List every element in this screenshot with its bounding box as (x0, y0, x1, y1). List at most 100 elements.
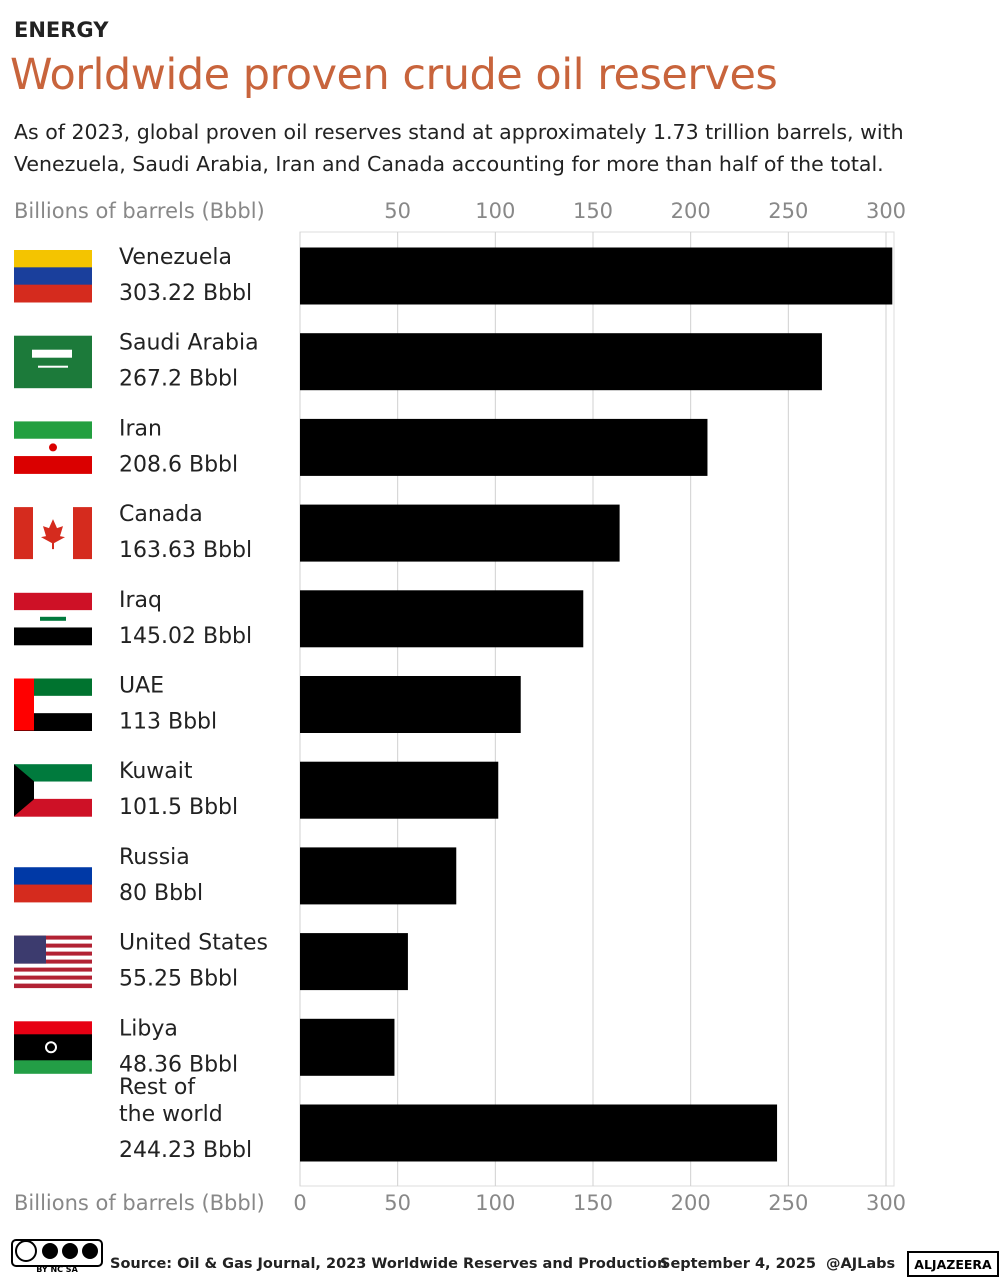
footer: BY NC SA Source: Oil & Gas Journal, 2023… (11, 1239, 999, 1277)
bar (300, 590, 584, 648)
chart-title: Worldwide proven crude oil reserves (10, 50, 778, 100)
bar (300, 1104, 778, 1162)
flag-stripe (14, 335, 92, 389)
flag-stripe (14, 421, 92, 440)
x-axis-label: Billions of barrels (Bbbl) (14, 199, 265, 223)
category-label: Russia (119, 845, 190, 870)
brand: ALJAZEERA (914, 1257, 992, 1272)
flag (14, 935, 92, 989)
x-axis-label: Billions of barrels (Bbbl) (14, 1191, 265, 1215)
date: September 4, 2025 (660, 1256, 816, 1272)
flag (14, 335, 92, 389)
flag (14, 849, 92, 903)
flag-stripe (14, 1034, 92, 1048)
value-label: 208.6 Bbbl (119, 452, 238, 477)
x-tick-label-top: 100 (475, 199, 515, 223)
flag-stripe (14, 975, 92, 981)
flag-stripe (14, 935, 92, 941)
flag-stripe (14, 1060, 92, 1074)
x-tick-label-top: 300 (866, 199, 906, 223)
flag-stripe (14, 943, 92, 949)
flag-stripe (14, 250, 92, 268)
bar (300, 761, 499, 819)
flag-stripe (14, 456, 92, 474)
flag-stripe (14, 764, 92, 783)
value-label: 163.63 Bbbl (119, 538, 252, 563)
bar (300, 933, 408, 991)
x-tick-label: 50 (384, 1191, 411, 1215)
source: Source: Oil & Gas Journal, 2023 Worldwid… (110, 1256, 667, 1272)
value-label: 267.2 Bbbl (119, 367, 238, 392)
cc-icon (82, 1243, 98, 1259)
cc-icon (42, 1243, 58, 1259)
flag-emblem (32, 349, 72, 358)
flag (14, 250, 92, 303)
flag-stripe (14, 939, 92, 945)
flag-stripe (14, 592, 92, 611)
flag (14, 592, 92, 646)
value-label: 55.25 Bbbl (119, 967, 238, 992)
flag-canton (14, 935, 46, 964)
chart: 0 50 100 150 200 250 300 50 100 150 200 250 300 Billi… (14, 199, 906, 1215)
flag-stripe (14, 284, 92, 303)
flag-bar (14, 678, 34, 731)
category-label: Libya (119, 1016, 178, 1041)
flag-emblem (14, 764, 34, 817)
flag-stripe (14, 849, 92, 868)
category-label: Canada (119, 502, 203, 527)
flag-stripe (14, 955, 92, 961)
value-label: 48.36 Bbbl (119, 1052, 238, 1077)
bar (300, 1018, 395, 1076)
flag-stripe (14, 884, 92, 903)
value-label: 244.23 Bbbl (119, 1138, 252, 1163)
value-label: 145.02 Bbbl (119, 624, 252, 649)
flag-bar (73, 507, 92, 560)
x-tick-label: 100 (475, 1191, 515, 1215)
kicker: ENERGY (14, 18, 109, 42)
cc-icon (15, 1240, 37, 1262)
flag-bar (14, 507, 33, 560)
category-label: Venezuela (119, 245, 232, 270)
subtitle: As of 2023, global proven oil reserves s… (14, 120, 904, 176)
x-tick-label-top: 200 (671, 199, 711, 223)
x-tick-label-top: 50 (384, 199, 411, 223)
flag-stripe (14, 1021, 92, 1035)
bar (300, 504, 620, 562)
flag-stripe (14, 963, 92, 969)
flag-stripe (14, 983, 92, 989)
x-tick-label-top: 250 (768, 199, 808, 223)
flag-stripe (14, 627, 92, 646)
category-label: United States (119, 931, 268, 956)
x-tick-label: 150 (573, 1191, 613, 1215)
bar (300, 676, 521, 733)
flag-stripe (14, 959, 92, 965)
category-label: Rest of the world (119, 1075, 223, 1127)
flag (14, 764, 92, 817)
x-tick-label-top: 150 (573, 199, 613, 223)
value-label: 80 Bbbl (119, 881, 203, 906)
flag-stripe (14, 1047, 92, 1061)
bar (300, 333, 822, 391)
bar (300, 847, 457, 905)
brand-box (907, 1251, 999, 1277)
flag-stripe (14, 947, 92, 953)
bar (300, 418, 708, 476)
flag-emblem (45, 1041, 57, 1054)
value-label: 101.5 Bbbl (119, 795, 238, 820)
category-label: Iraq (119, 588, 162, 613)
category-label: Saudi Arabia (119, 331, 259, 356)
category-label: Kuwait (119, 759, 193, 784)
x-tick-label: 200 (671, 1191, 711, 1215)
license: BY NC SA (36, 1265, 78, 1274)
flag-emblem (40, 616, 66, 621)
flag (14, 507, 92, 560)
flag (14, 678, 92, 731)
flag-stripe (14, 971, 92, 977)
x-tick-label: 300 (866, 1191, 906, 1215)
flag-emblem (49, 443, 57, 452)
category-label: UAE (119, 674, 164, 699)
flag-stripe (14, 867, 92, 886)
flag (14, 421, 92, 474)
x-tick-label: 250 (768, 1191, 808, 1215)
